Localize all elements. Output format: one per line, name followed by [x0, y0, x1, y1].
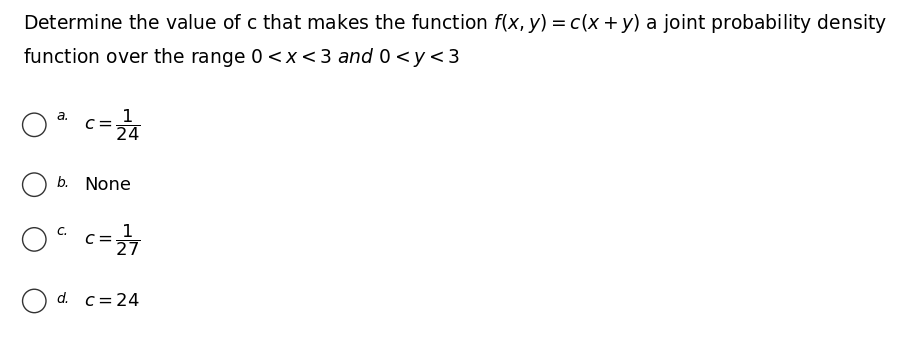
Text: d.: d.: [57, 292, 70, 306]
Text: Determine the value of c that makes the function $f(x, y) = c(x + y)$ a joint pr: Determine the value of c that makes the …: [23, 12, 887, 35]
Text: None: None: [84, 176, 131, 194]
Text: $c = \dfrac{1}{24}$: $c = \dfrac{1}{24}$: [84, 108, 141, 143]
Text: $c = \dfrac{1}{27}$: $c = \dfrac{1}{27}$: [84, 222, 141, 258]
Text: b.: b.: [57, 176, 70, 190]
Text: $c = 24$: $c = 24$: [84, 292, 140, 311]
Text: c.: c.: [57, 224, 69, 238]
Text: a.: a.: [57, 109, 69, 123]
Text: function over the range $0 < x < 3$ $\mathit{and}$ $0 < y < 3$: function over the range $0 < x < 3$ $\ma…: [23, 46, 460, 69]
